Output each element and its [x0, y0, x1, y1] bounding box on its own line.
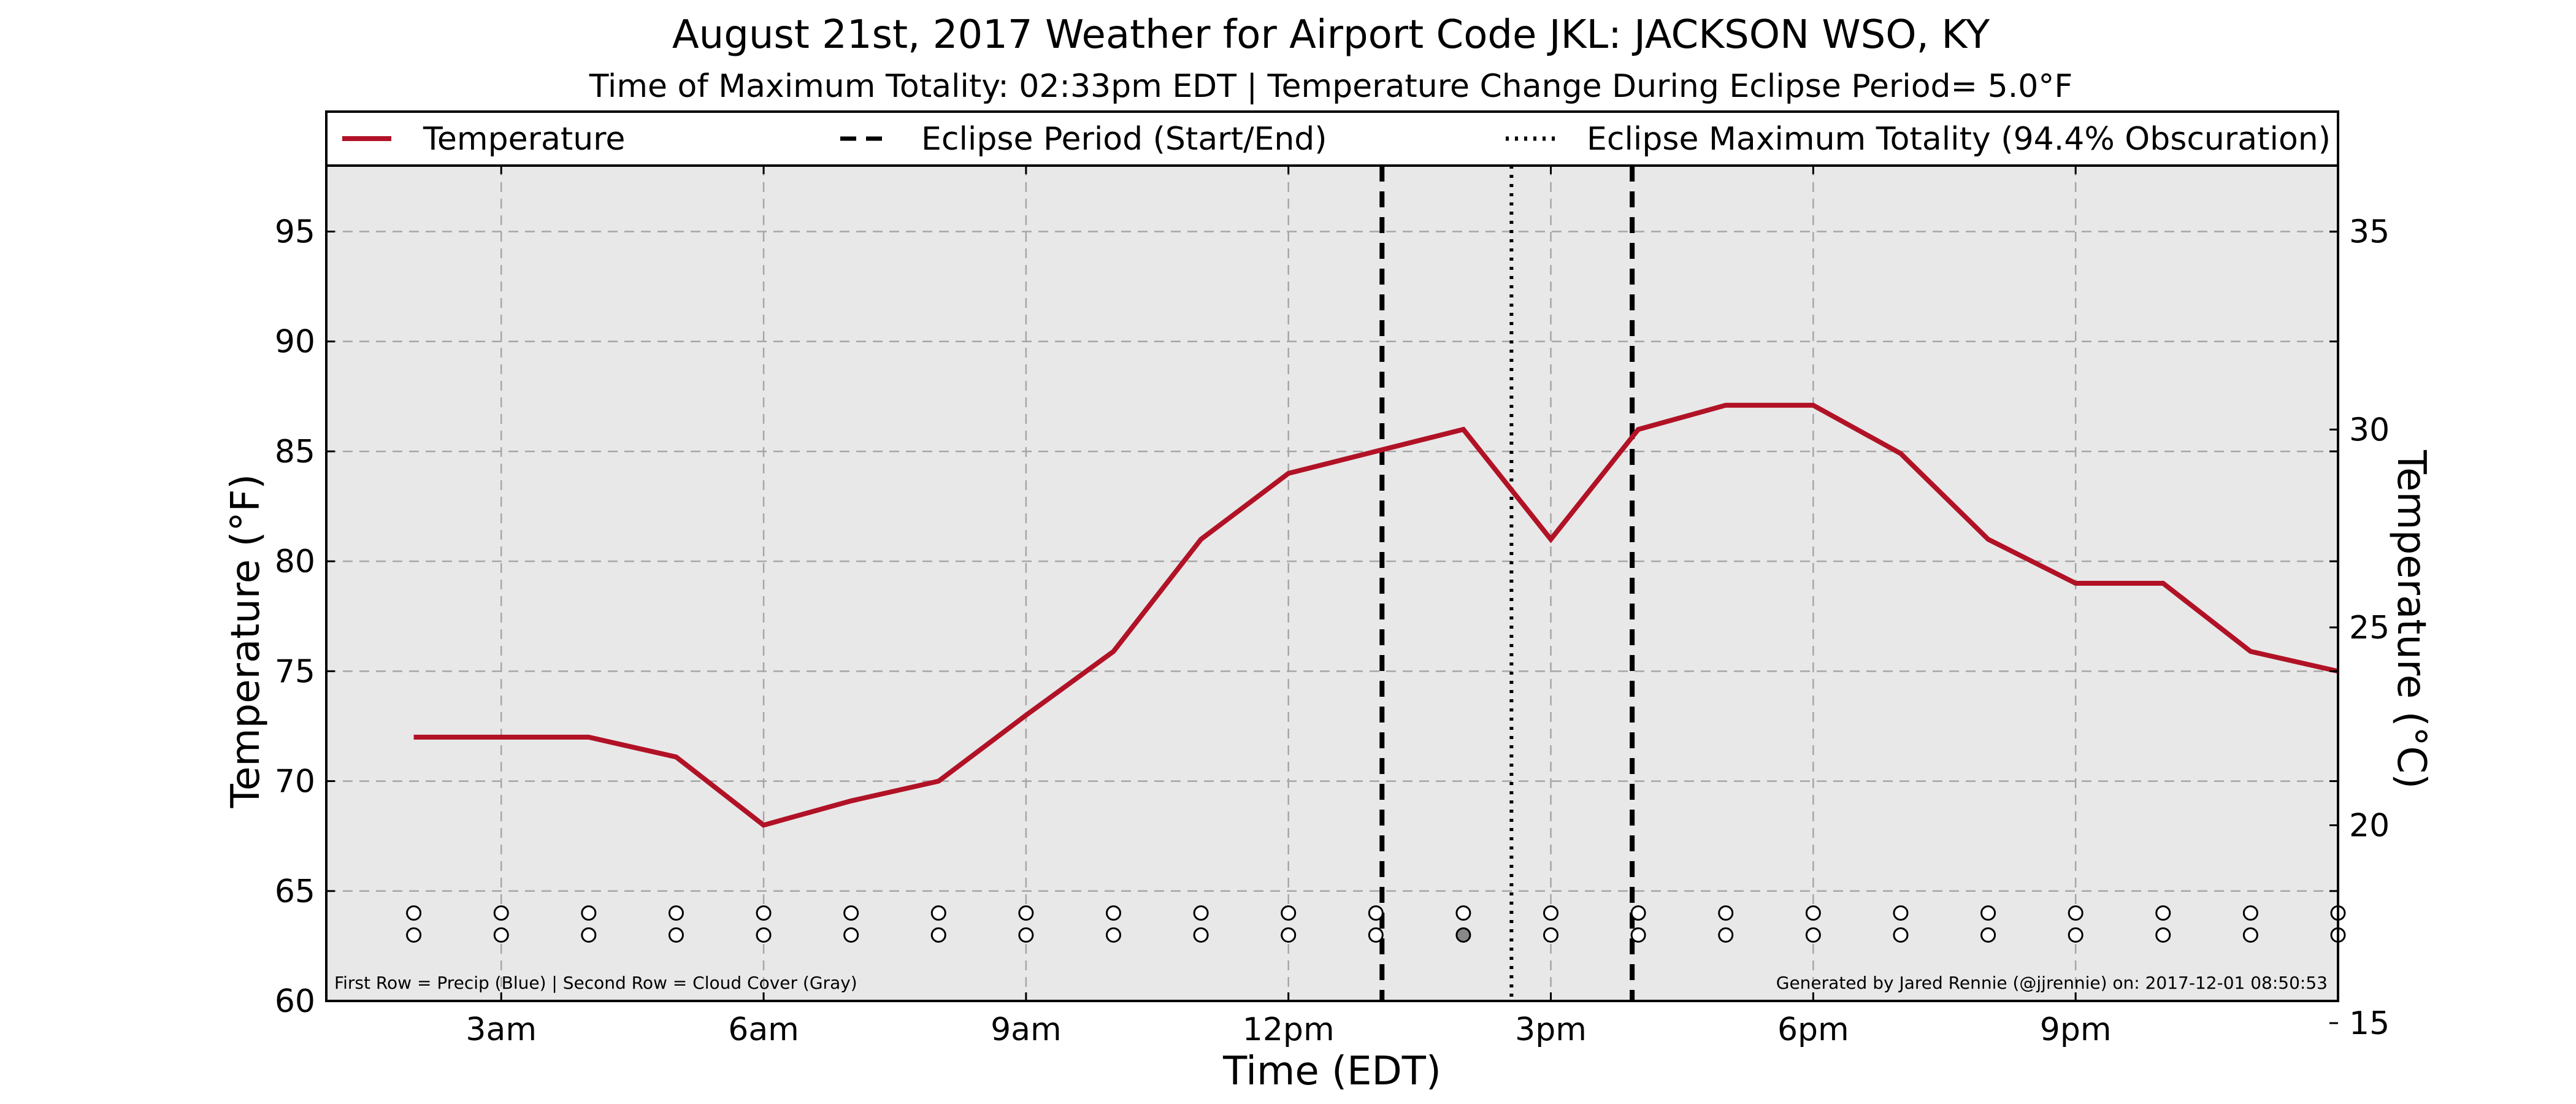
chart-title: August 21st, 2017 Weather for Airport Co… — [672, 12, 1990, 58]
precip-marker — [1368, 905, 1384, 921]
cloud-cover-marker — [1718, 927, 1734, 943]
x-tick-label: 6am — [728, 1011, 799, 1048]
precip-marker — [1980, 905, 1996, 921]
cloud-cover-marker — [2242, 927, 2258, 943]
x-tick-label: 6pm — [1777, 1011, 1849, 1048]
precip-marker — [1455, 905, 1471, 921]
y-axis-right: 15 20 25 30 35 — [2329, 214, 2390, 1042]
cloud-cover-marker — [406, 927, 422, 943]
plot-area — [326, 166, 2338, 1001]
x-tick-label: 12pm — [1243, 1011, 1335, 1048]
x-tick-label: 9pm — [2040, 1011, 2112, 1048]
precip-marker — [1630, 905, 1646, 921]
eclipse-lines — [1379, 166, 1635, 1001]
y-axis-label-right: Temperature (°C) — [2388, 450, 2434, 789]
y-tick-label-right: 30 — [2349, 412, 2390, 448]
temperature-line — [413, 402, 2339, 828]
legend: Temperature Eclipse Period (Start/End) Ecl… — [342, 121, 2331, 158]
y-tick-label-right: 15 — [2349, 1005, 2390, 1042]
y-tick-label: 80 — [275, 543, 315, 580]
precip-marker — [1018, 905, 1034, 921]
y-tick-label: 60 — [275, 983, 315, 1020]
cloud-cover-marker — [1893, 927, 1909, 943]
x-axis-label: Time (EDT) — [1222, 1049, 1441, 1094]
y-tick-label: 75 — [275, 653, 315, 690]
precip-marker — [756, 905, 772, 921]
cloud-cover-marker — [1018, 927, 1034, 943]
y-tick-label: 85 — [275, 434, 315, 470]
precip-marker — [843, 905, 859, 921]
cloud-cover-marker — [1105, 927, 1121, 943]
chart-subtitle: Time of Maximum Totality: 02:33pm EDT | … — [589, 68, 2072, 105]
x-axis: 3am 6am 9am 12pm 3pm 6pm 9pm — [466, 166, 2112, 1048]
y-tick-label-right: 35 — [2349, 214, 2390, 251]
legend-label: Eclipse Period (Start/End) — [921, 121, 1327, 158]
y-tick-label: 95 — [275, 214, 315, 251]
y-tick-label: 65 — [275, 873, 315, 910]
cloud-cover-marker — [1543, 927, 1559, 943]
cloud-cover-marker — [1281, 927, 1297, 943]
legend-label: Temperature — [423, 121, 625, 158]
cloud-cover-marker — [668, 927, 684, 943]
y-tick-label-right: 20 — [2349, 808, 2390, 845]
cloud-cover-marker — [1455, 927, 1471, 943]
cloud-cover-marker — [493, 927, 509, 943]
cloud-cover-marker — [1368, 927, 1384, 943]
precip-marker — [2068, 905, 2083, 921]
temperature-series — [413, 402, 2339, 828]
cloud-cover-marker — [930, 927, 946, 943]
marker-rows — [406, 905, 2346, 943]
precip-marker — [1281, 905, 1297, 921]
precip-marker — [1193, 905, 1209, 921]
x-tick-label: 3pm — [1515, 1011, 1587, 1048]
precip-marker — [493, 905, 509, 921]
cloud-cover-marker — [2155, 927, 2171, 943]
precip-marker — [1105, 905, 1121, 921]
cloud-cover-marker — [1630, 927, 1646, 943]
precip-marker — [2242, 905, 2258, 921]
precip-marker — [1543, 905, 1559, 921]
precip-marker — [1805, 905, 1821, 921]
x-tick-label: 9am — [991, 1011, 1062, 1048]
cloud-cover-marker — [581, 927, 597, 943]
y-tick-label: 90 — [275, 324, 315, 361]
precip-marker — [581, 905, 597, 921]
plot-frame — [325, 164, 2339, 1002]
cloud-cover-marker — [2068, 927, 2083, 943]
y-axis-label-left: Temperature (°F) — [223, 474, 269, 809]
footnote-right: Generated by Jared Rennie (@jjrennie) on… — [1776, 973, 2328, 993]
y-axis-left: 60 65 70 75 80 85 90 95 — [275, 214, 2338, 1020]
x-tick-label: 3am — [466, 1011, 537, 1048]
precip-marker — [2155, 905, 2171, 921]
cloud-cover-marker — [843, 927, 859, 943]
precip-marker — [1718, 905, 1734, 921]
cloud-cover-marker — [1980, 927, 1996, 943]
precip-marker — [406, 905, 422, 921]
precip-marker — [1893, 905, 1909, 921]
precip-marker — [668, 905, 684, 921]
y-tick-label-right: 25 — [2349, 610, 2390, 646]
cloud-cover-marker — [1193, 927, 1209, 943]
cloud-cover-marker — [1805, 927, 1821, 943]
y-tick-label: 70 — [275, 764, 315, 800]
footnote-left: First Row = Precip (Blue) | Second Row =… — [334, 973, 857, 993]
cloud-cover-marker — [756, 927, 772, 943]
legend-label: Eclipse Maximum Totality (94.4% Obscurat… — [1587, 121, 2331, 158]
precip-marker — [930, 905, 946, 921]
